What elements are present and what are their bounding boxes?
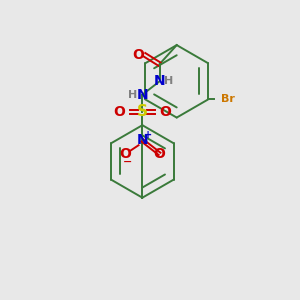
Text: N: N [136,134,148,148]
Text: O: O [154,147,166,161]
Text: H: H [164,76,174,86]
Text: N: N [154,74,165,88]
Text: Br: Br [221,94,235,104]
Text: S: S [137,104,148,119]
Text: H: H [128,90,137,100]
Text: O: O [133,48,145,62]
Text: −: − [122,156,132,167]
Text: O: O [119,147,131,161]
Text: O: O [113,105,125,119]
Text: +: + [144,130,152,140]
Text: O: O [159,105,171,119]
Text: N: N [136,88,148,102]
